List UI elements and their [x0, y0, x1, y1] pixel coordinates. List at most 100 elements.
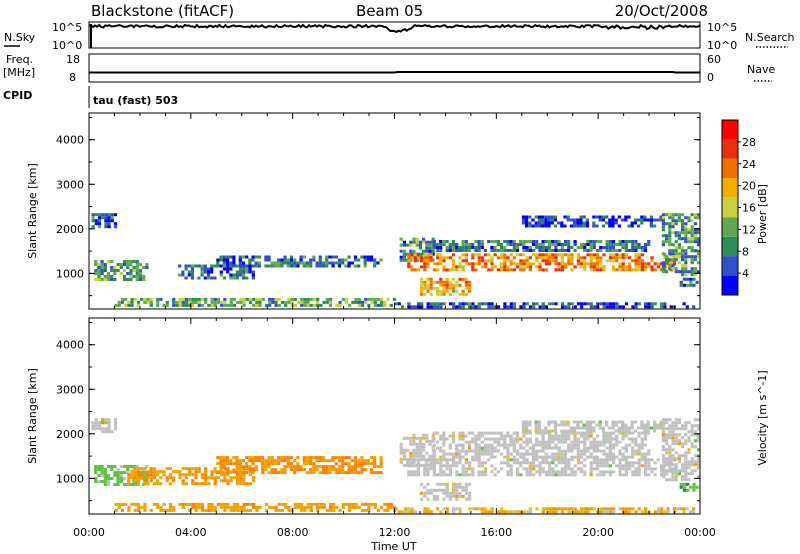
- power-cell: [363, 258, 367, 262]
- velocity-cell: [110, 430, 114, 434]
- velocity-cell: [351, 502, 355, 506]
- velocity-cell: [643, 434, 648, 438]
- velocity-cell: [458, 482, 462, 486]
- velocity-cell: [245, 508, 249, 512]
- power-cell: [586, 302, 590, 306]
- freq-trace: [89, 71, 700, 74]
- power-cell: [697, 240, 701, 244]
- power-cell: [448, 249, 452, 252]
- power-cell: [101, 213, 105, 217]
- power-cell: [357, 264, 361, 268]
- power-cell: [439, 302, 443, 306]
- power-cell: [236, 300, 240, 304]
- velocity-cell: [621, 473, 625, 477]
- nsky-trace: [89, 23, 701, 48]
- velocity-cell: [474, 434, 478, 438]
- power-cell: [661, 270, 665, 274]
- velocity-cell: [103, 468, 107, 471]
- velocity-cell: [436, 473, 440, 477]
- velocity-cell: [348, 508, 352, 512]
- power-cell: [544, 215, 548, 219]
- velocity-cell: [605, 440, 609, 444]
- power-cell: [608, 256, 612, 260]
- velocity-cell: [216, 456, 220, 460]
- power-cell: [674, 267, 678, 271]
- power-cell: [468, 280, 472, 284]
- velocity-cell: [519, 443, 523, 447]
- power-cell: [149, 303, 153, 307]
- power-cell: [312, 297, 317, 301]
- power-cell: [661, 252, 665, 256]
- velocity-cell: [127, 505, 131, 509]
- velocity-cell: [585, 420, 589, 424]
- velocity-cell: [661, 439, 665, 443]
- velocity-cell: [168, 505, 173, 509]
- velocity-cell: [551, 458, 555, 462]
- power-cell: [499, 246, 504, 249]
- velocity-cell: [573, 470, 577, 474]
- power-cell: [283, 261, 287, 265]
- power-cell: [264, 303, 269, 307]
- velocity-cell: [439, 437, 443, 441]
- velocity-cell: [293, 468, 297, 472]
- velocity-cell: [687, 421, 691, 425]
- velocity-cell: [442, 434, 446, 438]
- power-cell: [671, 249, 675, 253]
- power-cell: [690, 234, 694, 238]
- velocity-cell: [534, 423, 538, 427]
- velocity-cell: [697, 424, 701, 428]
- velocity-cell: [528, 464, 532, 468]
- velocity-cell: [191, 467, 195, 471]
- velocity-cell: [422, 448, 426, 452]
- power-cell: [560, 262, 564, 266]
- power-cell: [693, 267, 697, 271]
- power-cell: [687, 216, 691, 220]
- power-cell: [679, 283, 683, 287]
- power-cell: [621, 256, 625, 260]
- velocity-cell: [248, 482, 252, 486]
- velocity-cell: [474, 449, 478, 453]
- velocity-cell: [643, 426, 647, 430]
- power-cell: [503, 249, 507, 252]
- velocity-cell: [628, 507, 632, 511]
- velocity-cell: [100, 468, 104, 471]
- velocity-cell: [360, 502, 365, 506]
- velocity-cell: [471, 455, 475, 459]
- velocity-cell: [451, 452, 456, 456]
- power-cell: [687, 228, 691, 232]
- power-cell: [130, 300, 134, 304]
- power-cell: [567, 262, 571, 266]
- power-cell: [442, 280, 446, 284]
- velocity-cell: [402, 463, 406, 467]
- velocity-cell: [149, 508, 153, 512]
- power-cell: [503, 268, 507, 272]
- velocity-cell: [451, 440, 456, 444]
- power-cell: [650, 302, 654, 306]
- velocity-cell: [220, 473, 224, 477]
- power-cell: [248, 258, 252, 262]
- velocity-cell: [251, 468, 255, 472]
- power-cell: [660, 305, 664, 309]
- power-colorbar-tick-label: 28: [742, 136, 756, 149]
- velocity-cell: [332, 502, 336, 506]
- velocity-cell: [435, 446, 440, 450]
- velocity-cell: [219, 468, 223, 472]
- power-cell: [213, 264, 217, 268]
- velocity-cell: [107, 421, 111, 425]
- power-cell: [261, 297, 265, 301]
- power-cell: [487, 253, 491, 257]
- power-cell: [464, 280, 468, 284]
- velocity-cell: [599, 464, 603, 468]
- power-cell: [544, 246, 548, 249]
- velocity-cell: [254, 459, 258, 463]
- velocity-cell: [484, 467, 488, 471]
- velocity-cell: [677, 442, 681, 446]
- power-cell: [687, 255, 691, 259]
- power-cell: [107, 225, 111, 229]
- velocity-cell: [248, 502, 253, 506]
- velocity-cell: [573, 437, 577, 441]
- power-cell: [627, 215, 631, 219]
- power-cell: [665, 213, 669, 217]
- velocity-cell: [525, 461, 529, 465]
